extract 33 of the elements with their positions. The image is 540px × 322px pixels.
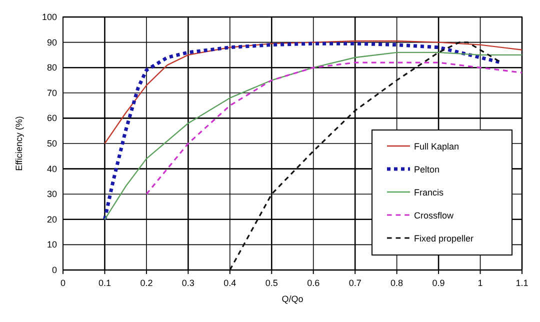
legend-label: Fixed propeller xyxy=(414,234,474,244)
y-tick-label: 20 xyxy=(46,214,57,224)
x-tick-label: 1 xyxy=(478,278,483,288)
legend-label: Full Kaplan xyxy=(414,142,460,152)
y-tick-label: 50 xyxy=(46,138,57,148)
y-tick-label: 40 xyxy=(46,164,57,174)
y-tick-label: 10 xyxy=(46,240,57,250)
y-tick-label: 0 xyxy=(52,265,57,275)
legend-label: Francis xyxy=(414,188,444,198)
line-series xyxy=(146,62,523,195)
y-tick-label: 80 xyxy=(46,62,57,73)
x-tick-label: 0.2 xyxy=(140,278,153,288)
x-tick-label: 0.4 xyxy=(224,278,236,288)
y-axis-title: Efficiency (%) xyxy=(14,116,24,171)
x-tick-label: 0 xyxy=(60,278,66,288)
y-tick-label: 90 xyxy=(46,37,57,48)
legend-label: Crossflow xyxy=(414,210,454,220)
y-tick-label: 60 xyxy=(46,113,57,124)
x-tick-label: 0.3 xyxy=(182,278,194,288)
x-tick-label: 0.8 xyxy=(390,278,404,288)
line-series xyxy=(229,42,502,271)
x-tick-label: 0.5 xyxy=(265,278,278,288)
x-tick-label: 0.6 xyxy=(307,278,320,288)
x-tick-label: 1.1 xyxy=(516,278,528,288)
x-tick-label: 0.9 xyxy=(432,278,445,288)
x-tick-label: 0.7 xyxy=(348,278,362,288)
x-tick-label: 0.1 xyxy=(98,278,111,288)
x-axis-title: Q/Qo xyxy=(282,294,304,304)
y-tick-label: 100 xyxy=(42,12,57,22)
legend-label: Pelton xyxy=(414,164,440,174)
line-series xyxy=(104,40,523,144)
y-tick-label: 70 xyxy=(46,88,57,98)
y-tick-label: 30 xyxy=(46,189,57,200)
